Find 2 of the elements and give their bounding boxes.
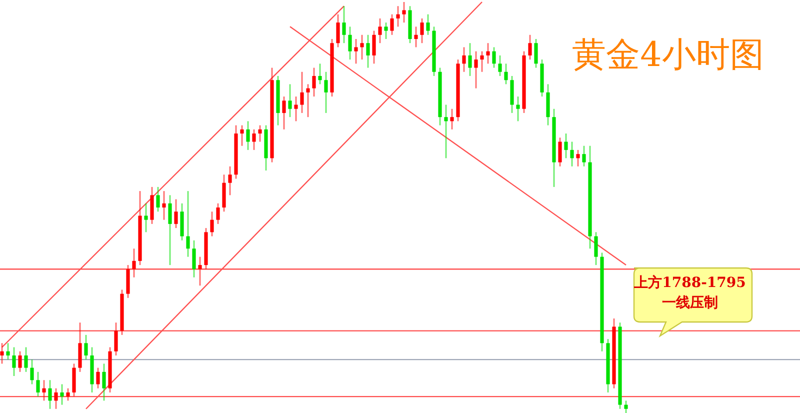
annotation: 上方1788-1795 一线压制: [633, 267, 753, 337]
text: 黄金4小时图: [572, 35, 764, 75]
